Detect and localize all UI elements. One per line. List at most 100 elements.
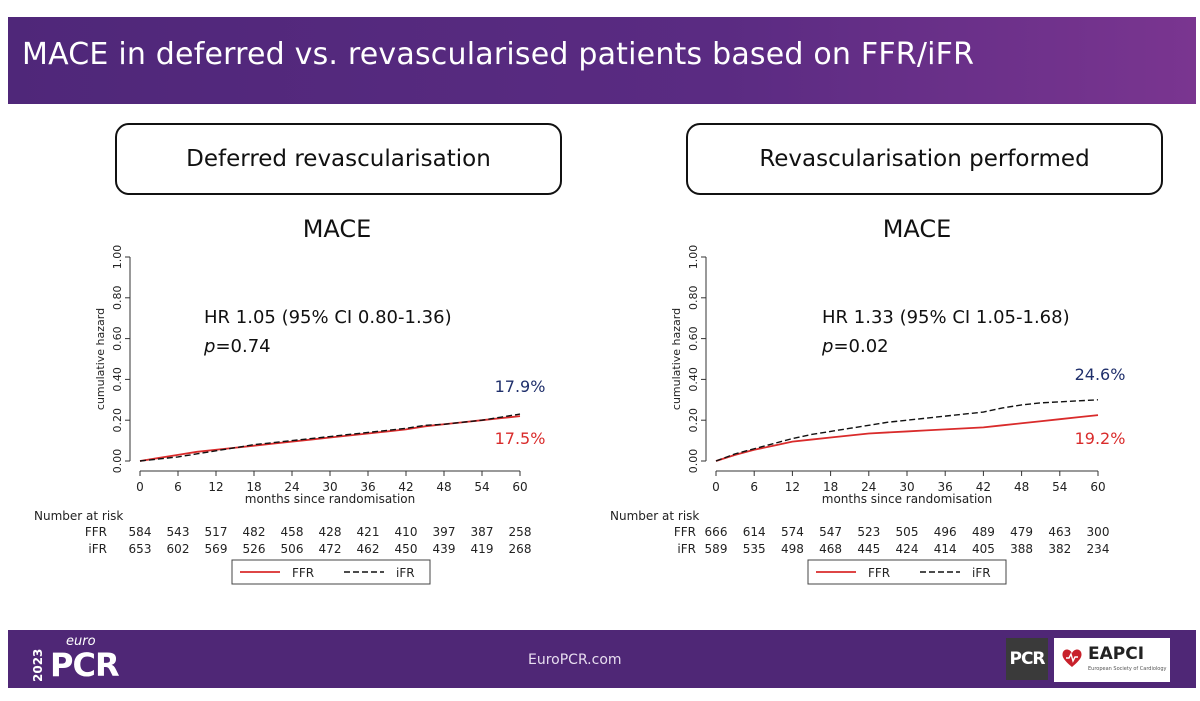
chart2-hr-annotation: HR 1.33 (95% CI 1.05-1.68)	[822, 307, 1070, 328]
chart1-p-number: =0.74	[215, 336, 270, 357]
chart2-risk-value: 547	[819, 525, 842, 539]
chart2-y-tick-label: 0.20	[687, 408, 700, 433]
chart1-risk-value: 439	[433, 542, 456, 556]
chart1-hr-annotation: HR 1.05 (95% CI 0.80-1.36)	[204, 307, 452, 328]
heart-icon	[1062, 649, 1082, 667]
chart2-risk-value: 414	[934, 542, 957, 556]
revasc-label: Revascularisation performed	[759, 146, 1090, 172]
chart1-x-axis-label: months since randomisation	[245, 492, 415, 506]
eapci-name: EAPCI	[1088, 644, 1145, 664]
chart2-risk-value: 666	[705, 525, 728, 539]
slide-title: MACE in deferred vs. revascularised pati…	[22, 37, 975, 72]
chart2-x-tick-label: 24	[861, 480, 876, 494]
deferred-label-box: Deferred revascularisation	[115, 123, 562, 195]
chart1-risk-value: 584	[129, 525, 152, 539]
chart1-risk-value: 387	[471, 525, 494, 539]
eapci-subtitle: European Society of Cardiology	[1088, 666, 1167, 672]
chart2-x-tick-label: 36	[938, 480, 953, 494]
chart1-risk-value: 569	[205, 542, 228, 556]
chart2-x-tick-label: 54	[1052, 480, 1067, 494]
chart1-y-tick-label: 0.20	[111, 408, 124, 433]
chart1-ifr-end-label: 17.9%	[495, 377, 546, 396]
chart2-legend-ffr-label: FFR	[868, 566, 890, 580]
chart1-risk-value: 421	[357, 525, 380, 539]
chart2-risk-value: 424	[896, 542, 919, 556]
chart1-risk-value: 506	[281, 542, 304, 556]
chart2-series-ifr	[715, 399, 1099, 462]
chart2-ffr-end-label: 19.2%	[1075, 429, 1126, 448]
chart2-p-label: p	[821, 336, 833, 357]
chart1-risk-value: 410	[395, 525, 418, 539]
chart2-risk-value: 589	[705, 542, 728, 556]
chart2-series-ffr	[715, 414, 1099, 462]
chart2-risk-value: 382	[1048, 542, 1071, 556]
chart2-risk-value: 300	[1087, 525, 1110, 539]
chart2-risk-value: 574	[781, 525, 804, 539]
chart2-title: MACE	[883, 215, 952, 243]
title-banner: MACE in deferred vs. revascularised pati…	[8, 17, 1196, 104]
chart1-x-tick-label: 30	[322, 480, 337, 494]
chart2-risk-value: 523	[857, 525, 880, 539]
chart2-risk-value: 489	[972, 525, 995, 539]
chart2-risk-value: 234	[1087, 542, 1110, 556]
chart2-x-tick-label: 12	[785, 480, 800, 494]
chart2-risk-value: 614	[743, 525, 766, 539]
chart2-x-tick-label: 0	[712, 480, 720, 494]
chart2-risk-value: 445	[857, 542, 880, 556]
chart1-x-tick-label: 18	[246, 480, 261, 494]
chart2-risk-value: 505	[896, 525, 919, 539]
chart1-legend-ffr-label: FFR	[292, 566, 314, 580]
chart2-risk-row-label: FFR	[674, 525, 696, 539]
chart1-risk-value: 653	[129, 542, 152, 556]
chart1-risk-value: 428	[319, 525, 342, 539]
chart1-x-tick-label: 6	[174, 480, 182, 494]
chart1-y-tick-label: 0.60	[111, 326, 124, 351]
chart1-risk-value: 268	[509, 542, 532, 556]
chart2-x-tick-label: 60	[1090, 480, 1105, 494]
chart2-risk-value: 479	[1010, 525, 1033, 539]
chart1-y-axis-label: cumulative hazard	[94, 308, 107, 410]
chart2-risk-value: 468	[819, 542, 842, 556]
chart1-x-tick-label: 24	[284, 480, 299, 494]
chart2-x-tick-label: 30	[899, 480, 914, 494]
chart1-risk-value: 397	[433, 525, 456, 539]
chart2-ifr-end-label: 24.6%	[1075, 365, 1126, 384]
chart1-y-tick-label: 0.40	[111, 367, 124, 392]
eapci-partner-logo: EAPCI European Society of Cardiology	[1054, 638, 1170, 682]
chart2-x-tick-label: 18	[823, 480, 838, 494]
chart1-risk-value: 517	[205, 525, 228, 539]
chart1-x-tick-label: 60	[512, 480, 527, 494]
chart1-risk-value: 482	[243, 525, 266, 539]
year-label: 2023	[32, 649, 45, 682]
chart1-x-tick-label: 36	[360, 480, 375, 494]
top-strip	[0, 0, 1200, 17]
chart1-x-tick-label: 42	[398, 480, 413, 494]
chart2-p-value: p=0.02	[821, 336, 889, 357]
chart1-p-label: p	[203, 336, 215, 357]
europcr-logo-pcr: PCR	[50, 646, 120, 684]
chart1-risk-value: 458	[281, 525, 304, 539]
chart2-y-tick-label: 0.60	[687, 326, 700, 351]
chart1-x-tick-label: 48	[436, 480, 451, 494]
chart1-series-ifr	[139, 413, 521, 462]
chart1-risk-value: 450	[395, 542, 418, 556]
chart1-risk-value: 602	[167, 542, 190, 556]
chart2-x-axis-label: months since randomisation	[822, 492, 992, 506]
europcr-logo-euro: euro	[66, 634, 96, 649]
chart2-x-tick-label: 42	[976, 480, 991, 494]
chart1-x-tick-label: 12	[208, 480, 223, 494]
chart2-risk-value: 535	[743, 542, 766, 556]
revasc-label-box: Revascularisation performed	[686, 123, 1163, 195]
chart2-risk-value: 498	[781, 542, 804, 556]
chart1-risk-row-label: iFR	[88, 542, 107, 556]
chart2-y-tick-label: 0.40	[687, 367, 700, 392]
chart2-y-axis-label: cumulative hazard	[670, 308, 683, 410]
chart1-ffr-end-label: 17.5%	[495, 429, 546, 448]
chart2-y-tick-label: 1.00	[687, 245, 700, 270]
chart1-p-value: p=0.74	[203, 336, 271, 357]
footer-url-link[interactable]: EuroPCR.com	[528, 652, 622, 668]
chart2-x-tick-label: 48	[1014, 480, 1029, 494]
chart1-legend-ifr-label: iFR	[396, 566, 415, 580]
charts-canvas: MACE 0.00 0.20 0.40 0.60 0.80 1.00 cumulative h…	[34, 215, 1126, 585]
chart1-risk-value: 543	[167, 525, 190, 539]
